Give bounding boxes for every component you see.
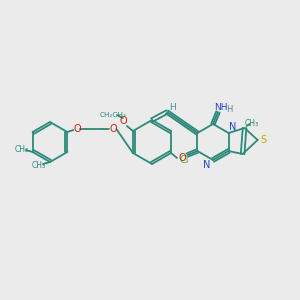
- Text: O: O: [74, 124, 81, 134]
- Text: H: H: [226, 104, 232, 113]
- Text: CH₃: CH₃: [32, 160, 46, 169]
- Text: NH: NH: [214, 103, 228, 112]
- Text: S: S: [260, 135, 267, 145]
- Text: N: N: [203, 160, 211, 170]
- Text: CH₃: CH₃: [15, 145, 29, 154]
- Text: O: O: [178, 153, 186, 163]
- Text: CH₃: CH₃: [244, 118, 259, 127]
- Text: Cl: Cl: [179, 155, 189, 165]
- Text: H: H: [169, 103, 176, 112]
- Text: N: N: [229, 122, 236, 132]
- Text: CH₂CH₃: CH₂CH₃: [100, 112, 126, 118]
- Text: O: O: [110, 124, 117, 134]
- Text: O: O: [119, 116, 127, 126]
